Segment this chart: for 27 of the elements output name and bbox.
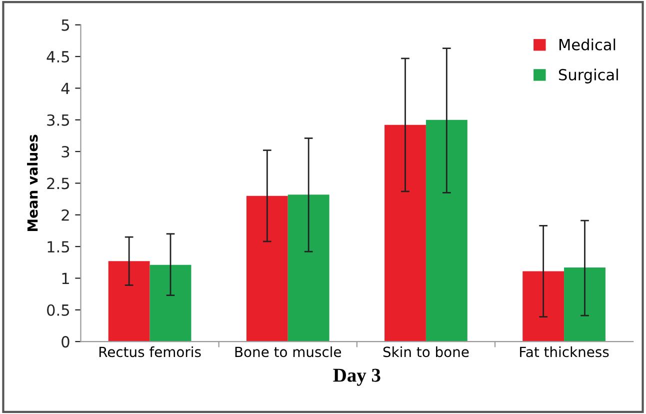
- y-tick-label: 3: [62, 146, 70, 158]
- y-tick-label: 4.5: [46, 51, 69, 63]
- x-tick-label: Bone to muscle: [235, 346, 342, 358]
- bar: [384, 124, 426, 342]
- y-tick-label: 0.5: [47, 304, 69, 316]
- y-tick-label: 3.5: [47, 114, 69, 126]
- y-tick-label: 1: [62, 272, 69, 284]
- legend-label: Surgical: [558, 68, 618, 84]
- bar: [522, 271, 564, 342]
- legend-label: Medical: [559, 38, 616, 50]
- bar: [150, 264, 192, 342]
- y-tick-label: 2: [62, 209, 69, 221]
- y-tick-label: 4: [61, 82, 70, 94]
- y-tick-label: 1.5: [48, 241, 69, 253]
- x-tick-label: Rectus femoris: [99, 346, 201, 358]
- bar: [246, 196, 288, 342]
- y-tick-label: 0: [62, 336, 70, 348]
- bar: [288, 194, 330, 342]
- y-tick-label: 2.5: [47, 178, 69, 190]
- y-axis-title: Mean values: [27, 134, 38, 231]
- x-axis-title: Day 3: [333, 368, 380, 386]
- bar: [564, 267, 606, 342]
- bar: [426, 120, 468, 342]
- bar: [108, 261, 150, 342]
- x-tick-label: Skin to bone: [383, 346, 469, 358]
- x-tick-label: Fat thickness: [520, 346, 609, 358]
- y-tick-label: 5: [62, 20, 69, 31]
